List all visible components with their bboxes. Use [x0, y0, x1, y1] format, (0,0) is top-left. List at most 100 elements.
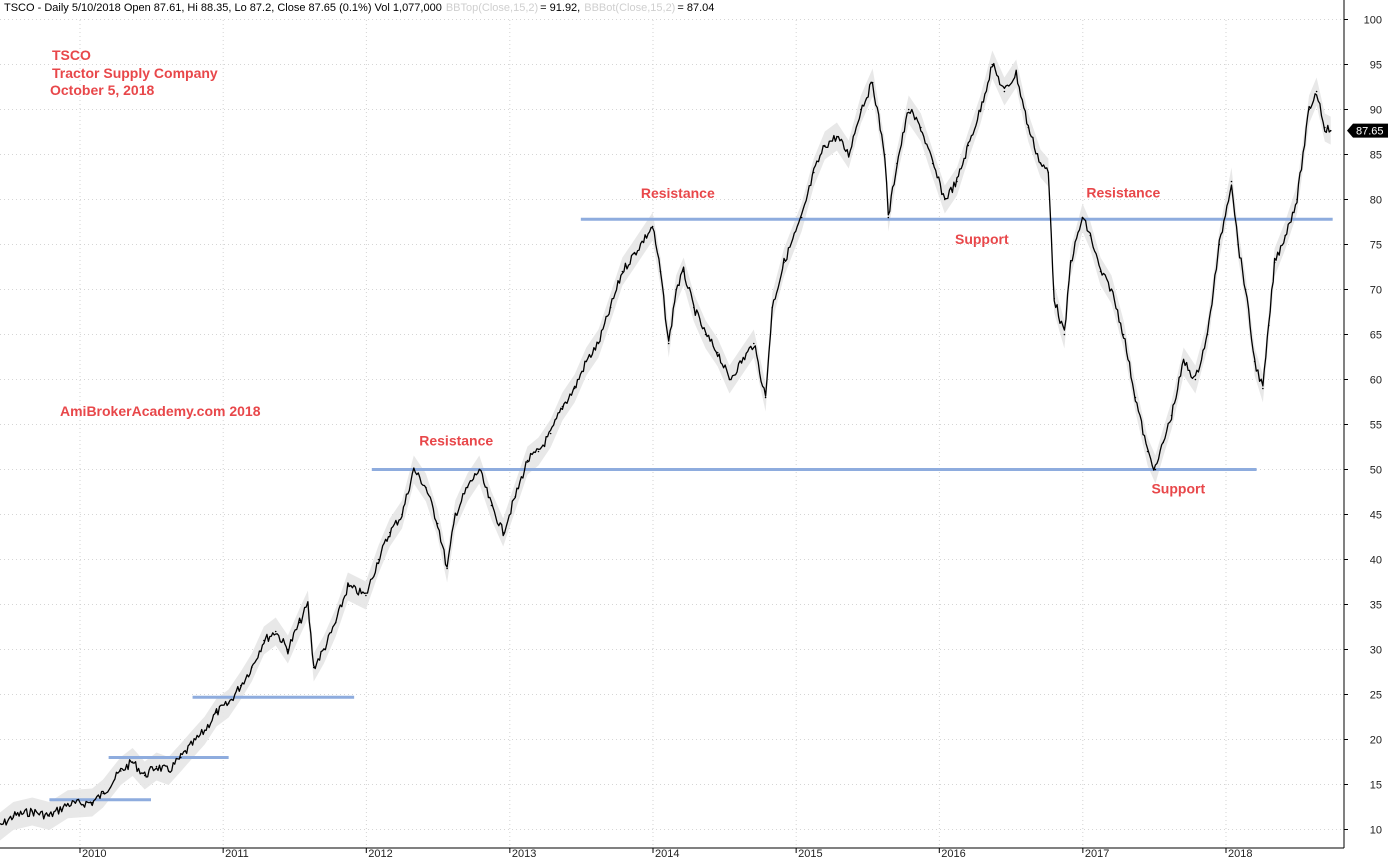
y-tick-label: 50 — [1370, 465, 1382, 477]
price-point — [1089, 234, 1092, 237]
x-tick-label: 2011 — [225, 848, 249, 860]
header-bbtop-label: BBTop(Close,15,2) — [446, 2, 538, 14]
price-point — [1315, 90, 1318, 93]
price-point — [1182, 360, 1185, 363]
price-point — [191, 743, 194, 745]
price-point — [561, 405, 564, 408]
y-tick-label: 85 — [1370, 150, 1382, 162]
price-point — [425, 486, 427, 489]
price-point — [31, 810, 33, 813]
price-point — [1122, 333, 1125, 336]
price-point — [871, 81, 874, 84]
title-date: October 5, 2018 — [50, 82, 154, 98]
price-point — [609, 306, 612, 309]
price-point — [240, 684, 242, 687]
price-point — [203, 729, 206, 732]
price-point — [1099, 270, 1102, 273]
y-tick-label: 40 — [1370, 555, 1382, 567]
price-point — [823, 144, 826, 147]
price-point — [1237, 243, 1239, 246]
price-point — [377, 558, 380, 561]
price-point — [1262, 387, 1264, 390]
price-point — [1154, 468, 1157, 471]
price-point — [813, 171, 815, 174]
x-tick-label: 2010 — [82, 848, 106, 860]
price-point — [956, 180, 958, 183]
price-point — [771, 306, 774, 309]
price-point — [389, 531, 391, 534]
price-point — [692, 306, 695, 309]
price-point — [573, 387, 576, 390]
price-point — [1324, 126, 1326, 129]
annotation-label: Resistance — [419, 433, 493, 449]
x-tick-label: 2018 — [1228, 848, 1252, 860]
x-tick-label: 2016 — [941, 848, 965, 860]
price-point — [526, 459, 529, 462]
price-point — [764, 396, 767, 399]
price-point — [633, 252, 636, 255]
price-point — [67, 803, 69, 806]
price-point — [537, 450, 540, 453]
price-point — [1039, 162, 1042, 165]
price-point — [1273, 261, 1276, 264]
x-tick-label: 2014 — [655, 848, 679, 860]
price-point — [514, 495, 517, 498]
price-point — [896, 162, 898, 165]
price-point — [1170, 414, 1173, 417]
price-point — [274, 630, 277, 633]
title-company: Tractor Supply Company — [52, 65, 218, 81]
y-tick-label: 60 — [1370, 375, 1382, 387]
price-point — [585, 360, 588, 363]
price-point — [728, 378, 731, 381]
price-point — [659, 270, 662, 273]
price-point — [1081, 216, 1084, 219]
title-ticker: TSCO — [52, 47, 91, 63]
price-point — [1015, 72, 1017, 75]
x-tick-label: 2015 — [798, 848, 822, 860]
price-point — [401, 513, 403, 516]
price-point — [1218, 243, 1221, 246]
price-point — [436, 522, 439, 525]
y-tick-label: 15 — [1370, 780, 1382, 792]
price-point — [1110, 288, 1113, 291]
price-point — [597, 342, 600, 345]
price-point — [1069, 261, 1072, 264]
price-point — [1027, 126, 1030, 129]
y-tick-label: 35 — [1370, 600, 1382, 612]
price-point — [847, 153, 850, 156]
price-point — [836, 135, 838, 138]
price-point — [102, 792, 104, 795]
price-point — [1230, 180, 1233, 183]
y-tick-label: 45 — [1370, 510, 1382, 522]
y-tick-label: 90 — [1370, 105, 1382, 117]
header-bbtop-value: = 91.92, — [540, 2, 580, 14]
y-tick-label: 80 — [1370, 195, 1382, 207]
price-point — [920, 126, 922, 129]
price-point — [651, 225, 654, 228]
price-line — [0, 62, 1332, 826]
price-point — [227, 702, 230, 705]
price-point — [155, 765, 158, 768]
price-point — [943, 198, 946, 201]
price-point — [1284, 234, 1287, 237]
price-point — [783, 261, 785, 264]
price-point — [907, 108, 910, 111]
price-point — [549, 432, 552, 435]
price-point — [883, 153, 886, 156]
y-tick-label: 75 — [1370, 240, 1382, 252]
y-tick-label: 95 — [1370, 60, 1382, 72]
price-point — [967, 144, 970, 147]
price-point — [131, 761, 134, 763]
band-fill — [0, 50, 1331, 841]
price-point — [1003, 90, 1006, 93]
price-point — [48, 815, 51, 817]
price-point — [334, 621, 337, 624]
y-tick-label: 55 — [1370, 420, 1382, 432]
header-bbbot-value: = 87.04 — [677, 2, 714, 14]
y-tick-label: 65 — [1370, 330, 1382, 342]
price-point — [412, 468, 415, 471]
price-point — [1162, 441, 1165, 444]
y-tick-label: 70 — [1370, 285, 1382, 297]
